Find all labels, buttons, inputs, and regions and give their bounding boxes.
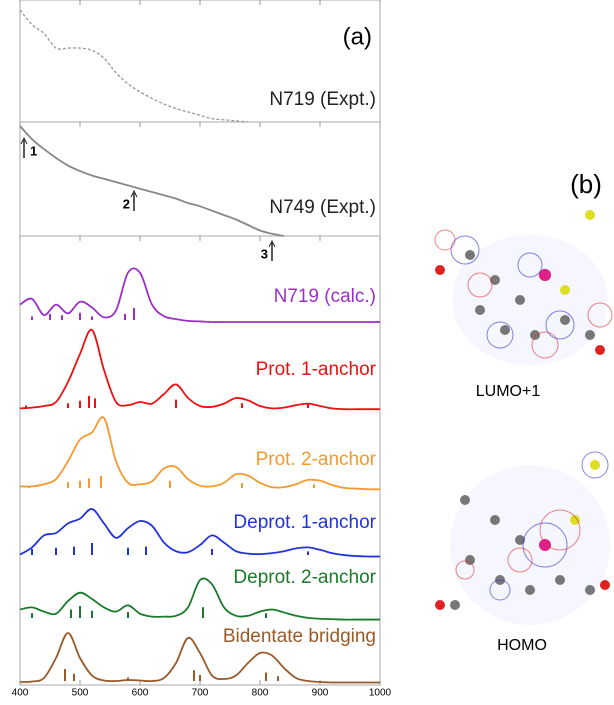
x-tick-label: 600 (132, 688, 149, 699)
series-label: Deprot. 2-anchor (233, 567, 376, 588)
figure: (a) (b) LUMO+1 HOMO 400 500 600 700 800 900 10… (0, 0, 614, 700)
orbital-label: LUMO+1 (476, 383, 541, 400)
panel-label: (b) (570, 169, 602, 199)
spectrum-line (20, 126, 284, 236)
annotation-label: 1 (30, 143, 37, 158)
series-label: Prot. 1-anchor (256, 359, 377, 380)
orbital-label: HOMO (497, 637, 547, 654)
x-tick-label: 1000 (369, 688, 392, 699)
series-label: Bidentate bridging (223, 626, 376, 647)
x-tick-label: 800 (252, 688, 269, 699)
molecule-image (435, 452, 610, 625)
series-label: Prot. 2-anchor (256, 449, 377, 470)
series-label: N749 (Expt.) (269, 197, 376, 218)
molecule-image (435, 210, 612, 365)
series-label: N719 (Expt.) (269, 89, 376, 110)
x-tick-label: 700 (192, 688, 209, 699)
spectrum-line (20, 10, 248, 122)
panel-label: (a) (343, 23, 372, 50)
annotation-label: 2 (123, 196, 130, 211)
x-tick-label: 900 (312, 688, 329, 699)
annotation-label: 3 (261, 246, 268, 261)
series-label: Deprot. 1-anchor (233, 512, 376, 533)
x-tick-label: 400 (12, 688, 29, 699)
x-tick-label: 500 (72, 688, 89, 699)
series-label: N719 (calc.) (274, 286, 376, 307)
